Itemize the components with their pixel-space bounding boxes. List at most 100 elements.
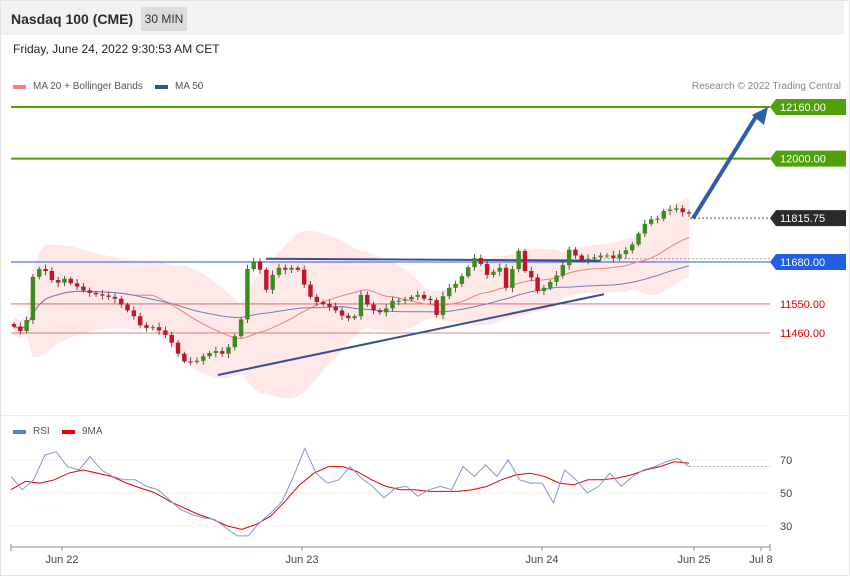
candle-body [194, 360, 200, 363]
candle-body [18, 326, 23, 332]
candle-body [440, 296, 446, 315]
candle-body [131, 310, 137, 317]
level-label-3: 11680.00 [780, 257, 825, 269]
candle-body [308, 284, 313, 297]
candle-body [137, 316, 143, 326]
x-tick-label: Jun 23 [285, 554, 318, 566]
legend-rsi-label: RSI [33, 426, 50, 437]
horizontal-trend-line [265, 257, 601, 262]
candle-body [529, 271, 534, 278]
candle-body [112, 296, 118, 299]
candle-body [617, 254, 622, 259]
candle-body [554, 275, 559, 282]
candle-body [434, 300, 439, 315]
candle-body [182, 353, 187, 362]
candle-body [49, 271, 55, 281]
candle-body [251, 261, 256, 270]
panel-separator [1, 415, 848, 416]
candle-body [648, 219, 654, 224]
candle-body [81, 286, 86, 291]
candle-body [213, 351, 219, 354]
candle-body [548, 281, 553, 288]
candle-body [421, 294, 427, 299]
legend-swatch-rsi [13, 430, 26, 434]
candle-body [352, 316, 357, 319]
instrument-title: Nasdaq 100 (CME) [11, 11, 134, 27]
candle-body [611, 255, 616, 259]
candle-body [301, 269, 307, 285]
candle-body [510, 269, 515, 288]
candle-body [156, 327, 162, 331]
candle-body [371, 304, 376, 311]
candle-body [573, 249, 578, 256]
rsi-tick-label: 70 [780, 455, 792, 467]
candle-body [62, 278, 67, 283]
candle-body [661, 210, 666, 219]
x-tick-label: Jun 22 [45, 554, 78, 566]
candle-body [516, 250, 521, 270]
candle-body [522, 250, 528, 272]
candle-body [383, 308, 389, 313]
candle-body [604, 255, 610, 257]
rsi-tick-label: 30 [780, 521, 792, 533]
candle-body [119, 298, 124, 305]
candle-body [201, 356, 206, 361]
candle-body [472, 258, 477, 268]
candle-body [409, 296, 414, 300]
legend-9ma-label: 9MA [82, 426, 103, 437]
candle-body [226, 347, 231, 354]
candle-body [560, 265, 566, 276]
candle-body [163, 330, 168, 335]
candle-body [377, 310, 383, 313]
candle-body [503, 267, 509, 288]
candle-body [579, 255, 584, 261]
candle-body [497, 267, 502, 272]
level-tag-2 [770, 210, 846, 227]
candle-body [478, 258, 484, 264]
candle-body [466, 267, 471, 277]
candle-body [358, 294, 364, 317]
candle-body [74, 283, 80, 287]
candle-body [402, 299, 408, 301]
candle-body [150, 327, 155, 329]
x-tick-label: Jun 24 [525, 554, 558, 566]
candle-body [566, 249, 572, 266]
projection-arrow-line [691, 112, 760, 220]
candle-body [87, 290, 92, 293]
candle-body [636, 233, 641, 245]
candle-body [188, 361, 193, 363]
candle-body [169, 334, 174, 343]
candle-body [68, 278, 73, 284]
candle-body [390, 300, 395, 309]
candle-body [459, 276, 465, 284]
level-label-2: 11815.75 [780, 213, 825, 225]
level-label-0: 12160.00 [780, 102, 826, 114]
candle-body [106, 295, 111, 297]
candle-body [541, 287, 547, 292]
candle-body [674, 208, 679, 210]
level-label-4: 11550.00 [780, 299, 825, 311]
candle-body [585, 258, 591, 261]
level-label-5: 11460.00 [780, 328, 825, 340]
level-tag-0 [770, 99, 846, 115]
candle-body [484, 263, 490, 275]
candle-body [295, 267, 301, 270]
ma50-line [13, 265, 690, 330]
candle-body [453, 283, 458, 288]
level-tag-3 [770, 253, 846, 270]
candle-body [270, 274, 275, 290]
candle-body [207, 353, 212, 357]
level-tag-1 [770, 150, 846, 167]
candle-body [680, 208, 685, 213]
x-tick-label: Jun 25 [677, 554, 710, 566]
candle-body [667, 209, 673, 211]
interval-button[interactable]: 30 MIN [141, 7, 187, 31]
candle-body [320, 302, 326, 304]
legend-ma20-label: MA 20 + Bollinger Bands [33, 81, 143, 92]
candle-body [257, 261, 263, 270]
candle-body [232, 336, 237, 348]
candle-body [219, 351, 225, 354]
candle-body [93, 292, 99, 295]
x-tick-label: Jul 8 [749, 554, 772, 566]
